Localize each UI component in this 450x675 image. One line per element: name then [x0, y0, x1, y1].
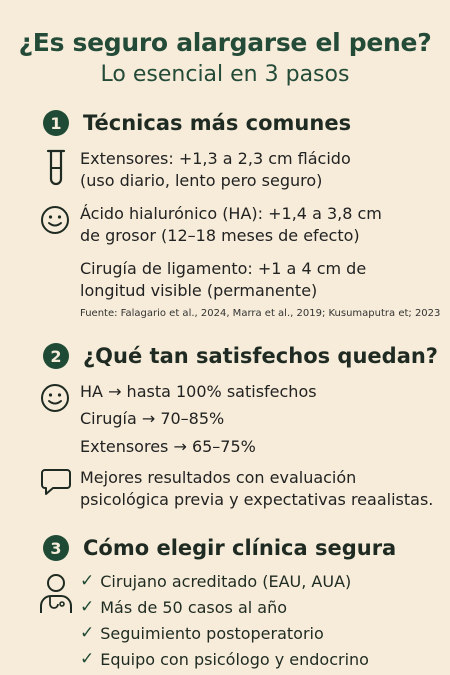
check-item-label: Equipo con psicólogo y endocrino: [100, 649, 369, 669]
check-item-label: Más de 50 casos al año: [100, 597, 288, 617]
section-2-header: 2 ¿Qué tan satisfechos quedan?: [43, 343, 438, 369]
page-subtitle: Lo esencial en 3 pasos: [100, 62, 350, 87]
technique-extensores-line-2: (uso diario, lento pero seguro): [80, 171, 323, 190]
section-number-3: 3: [43, 535, 69, 561]
test-tube-icon: [46, 149, 66, 186]
page-title: ¿Es seguro alargarse el pene?: [18, 28, 432, 57]
note-line-1: Mejores resultados con evaluación: [80, 468, 357, 487]
source-citation: Fuente: Falagario et al., 2024, Marra et…: [80, 308, 441, 319]
smiley-icon: [41, 384, 69, 412]
section-3-title: Cómo elegir clínica segura: [83, 536, 397, 560]
section-3-header: 3 Cómo elegir clínica segura: [43, 535, 396, 561]
check-item-label: Seguimiento postoperatorio: [100, 623, 324, 643]
section-1-title: Técnicas más comunes: [83, 111, 352, 135]
technique-cirugia-line-1: Cirugía de ligamento: +1 a 4 cm de: [80, 259, 367, 278]
doctor-icon: [40, 574, 72, 613]
satisfaction-ha: HA → hasta 100% satisfechos: [80, 382, 317, 401]
check-item: ✓ Cirujano acreditado (EAU, AUA): [80, 571, 351, 591]
check-item: ✓ Seguimiento postoperatorio: [80, 623, 324, 643]
smiley-icon: [41, 206, 69, 234]
note-line-2: psicológica previa y expectativas reaali…: [80, 490, 434, 509]
section-number-1: 1: [43, 110, 69, 136]
section-number-2: 2: [43, 343, 69, 369]
check-icon: ✓: [80, 623, 95, 643]
section-1-header: 1 Técnicas más comunes: [43, 110, 351, 136]
satisfaction-extensores: Extensores → 65–75%: [80, 437, 256, 456]
technique-extensores-line-1: Extensores: +1,3 a 2,3 cm flácido: [80, 149, 351, 168]
check-icon: ✓: [80, 649, 95, 669]
check-item-label: Cirujano acreditado (EAU, AUA): [100, 571, 352, 591]
technique-ha-line-1: Ácido hialurónico (HA): +1,4 a 3,8 cm: [80, 204, 382, 223]
check-item: ✓ Equipo con psicólogo y endocrino: [80, 649, 369, 669]
technique-ha-line-2: de grosor (12–18 meses de efecto): [80, 226, 360, 245]
check-item: ✓ Más de 50 casos al año: [80, 597, 287, 617]
check-icon: ✓: [80, 597, 95, 617]
technique-cirugia-line-2: longitud visible (permanente): [80, 281, 318, 300]
section-2-title: ¿Qué tan satisfechos quedan?: [83, 344, 438, 368]
satisfaction-cirugia: Cirugía → 70–85%: [80, 409, 225, 428]
check-icon: ✓: [80, 571, 95, 591]
speech-bubble-icon: [41, 469, 71, 495]
